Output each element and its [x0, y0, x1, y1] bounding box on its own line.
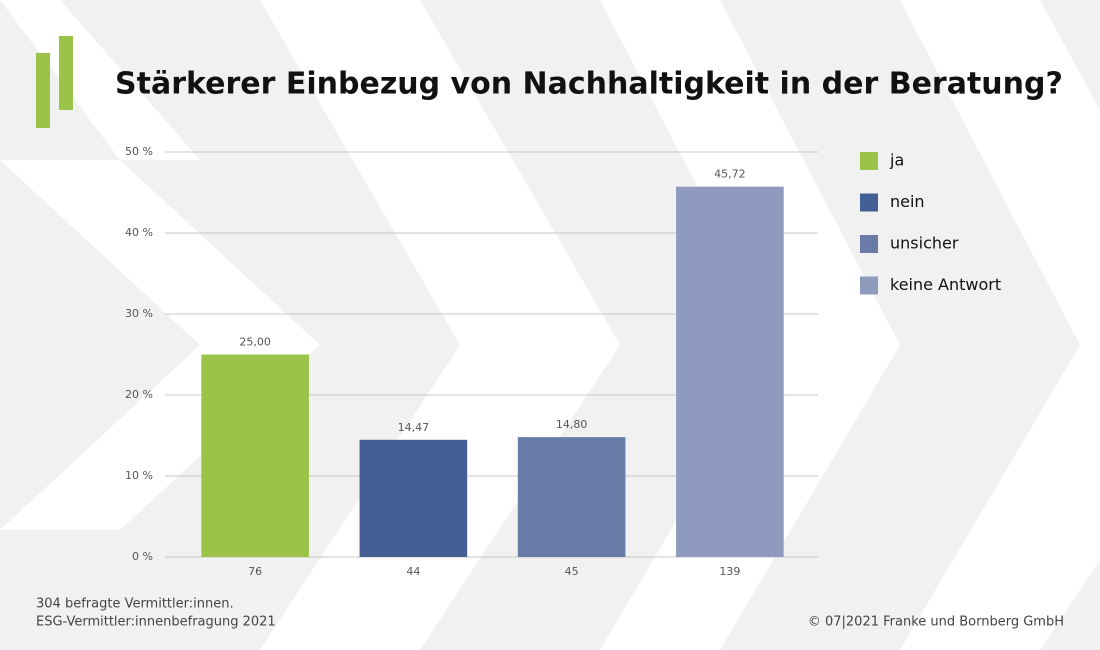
x-tick-label: 76 — [248, 565, 262, 578]
data-label: 25,00 — [239, 336, 271, 349]
note: 304 befragte Vermittler:innen. — [36, 597, 234, 612]
y-tick-label: 20 % — [125, 388, 153, 401]
logo-bar — [59, 36, 73, 110]
legend-swatch — [860, 276, 878, 295]
y-tick-label: 30 % — [125, 307, 153, 320]
x-tick-label: 44 — [406, 565, 420, 578]
x-tick-label: 45 — [565, 565, 579, 578]
legend-swatch — [860, 193, 878, 212]
bar — [201, 354, 309, 557]
bar — [676, 186, 784, 557]
note: ESG-Vermittler:innenbefragung 2021 — [36, 615, 276, 630]
legend-label: nein — [890, 192, 925, 211]
legend-label: keine Antwort — [890, 275, 1001, 294]
bar — [517, 437, 626, 557]
legend-swatch — [860, 235, 878, 253]
legend-label: unsicher — [890, 234, 959, 253]
data-label: 45,72 — [714, 168, 746, 181]
y-tick-label: 40 % — [125, 226, 153, 239]
y-tick-label: 10 % — [125, 469, 153, 482]
copyright: © 07|2021 Franke und Bornberg GmbH — [808, 615, 1064, 630]
bar — [359, 439, 468, 557]
logo-bar — [36, 53, 50, 128]
x-tick-label: 139 — [719, 565, 740, 578]
legend-swatch — [860, 152, 878, 170]
legend-label: ja — [889, 151, 904, 170]
y-tick-label: 50 % — [125, 145, 153, 158]
y-tick-label: 0 % — [132, 550, 153, 563]
data-label: 14,80 — [556, 418, 588, 431]
chart-title: Stärkerer Einbezug von Nachhaltigkeit in… — [115, 67, 1063, 102]
data-label: 14,47 — [398, 421, 430, 434]
